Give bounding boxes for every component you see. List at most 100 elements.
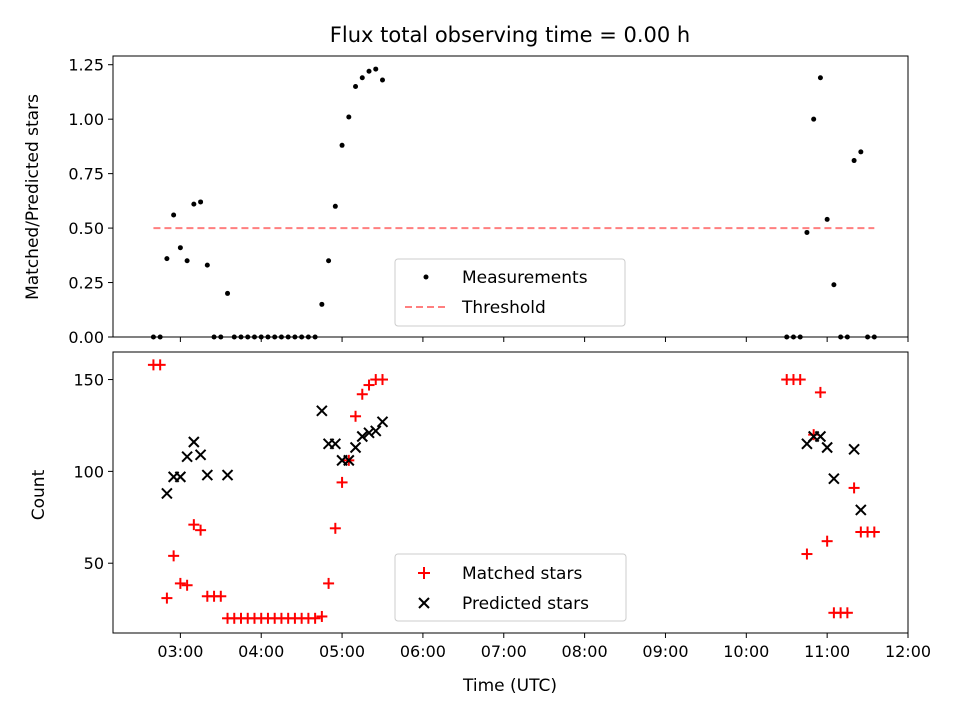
measurement-point bbox=[292, 334, 298, 340]
measurement-point bbox=[784, 334, 790, 340]
top-y-tick-label: 0.00 bbox=[68, 328, 104, 347]
measurement-point bbox=[790, 334, 796, 340]
top-y-tick-label: 1.25 bbox=[68, 56, 104, 75]
measurement-point bbox=[871, 334, 877, 340]
bottom-axes-frame bbox=[112, 351, 909, 634]
x-tick-label: 09:00 bbox=[642, 642, 688, 661]
matched-star-point bbox=[356, 388, 368, 400]
matched-star-point bbox=[188, 519, 200, 531]
measurement-point bbox=[811, 116, 817, 122]
predicted-star-point bbox=[329, 438, 342, 450]
measurement-point bbox=[312, 334, 318, 340]
x-tick-label: 05:00 bbox=[319, 642, 365, 661]
measurement-point bbox=[184, 258, 190, 264]
legend-label-matched: Matched stars bbox=[462, 564, 582, 584]
predicted-star-point bbox=[181, 450, 193, 463]
measurement-point bbox=[245, 334, 251, 340]
measurement-point bbox=[191, 201, 197, 207]
predicted-star-point bbox=[161, 487, 173, 500]
matched-star-point bbox=[154, 359, 166, 371]
top-panel: 0.00 0.25 0.50 0.75 1.00 1.25 bbox=[68, 55, 909, 347]
measurement-point bbox=[305, 334, 311, 340]
matched-star-point bbox=[174, 577, 186, 589]
predicted-star-point bbox=[201, 469, 214, 481]
measurement-point bbox=[177, 245, 183, 251]
measurement-point bbox=[225, 290, 231, 296]
predicted-star-point bbox=[174, 471, 187, 483]
measurement-point bbox=[164, 256, 170, 262]
legend-label-threshold: Threshold bbox=[461, 298, 546, 318]
matched-star-point bbox=[336, 476, 348, 488]
predicted-star-point bbox=[356, 430, 368, 443]
bottom-y-tick-label: 150 bbox=[73, 371, 104, 390]
predicted-star-point bbox=[363, 427, 375, 439]
legend-marker-predicted bbox=[418, 597, 430, 609]
matched-star-point bbox=[794, 374, 806, 386]
measurement-point bbox=[373, 66, 379, 72]
matched-star-point bbox=[848, 482, 860, 494]
predicted-star-point bbox=[821, 441, 833, 454]
top-y-tick-label: 0.75 bbox=[68, 165, 104, 184]
predicted-star-point bbox=[343, 454, 355, 467]
legend-marker-measurements bbox=[423, 274, 429, 280]
top-y-tick-label: 0.25 bbox=[68, 274, 104, 293]
predicted-star-point bbox=[814, 430, 827, 443]
x-tick-label: 11:00 bbox=[804, 642, 850, 661]
predicted-star-point bbox=[221, 469, 234, 481]
matched-star-point bbox=[168, 550, 180, 562]
measurement-point bbox=[865, 334, 871, 340]
top-legend-box bbox=[394, 258, 626, 327]
x-tick-label: 04:00 bbox=[238, 642, 284, 661]
predicted-star-point bbox=[376, 416, 389, 428]
matched-star-point bbox=[329, 522, 341, 534]
matched-star-point bbox=[195, 524, 207, 536]
matched-star-point bbox=[161, 592, 173, 604]
x-axis-label: Time (UTC) bbox=[462, 676, 557, 696]
x-tick-label: 07:00 bbox=[481, 642, 527, 661]
measurement-point bbox=[265, 334, 271, 340]
predicted-star-point bbox=[828, 473, 840, 485]
top-legend: Measurements Threshold bbox=[394, 258, 626, 327]
measurement-point bbox=[838, 334, 844, 340]
matched-star-point bbox=[376, 374, 388, 386]
measurement-point bbox=[817, 75, 823, 81]
measurement-point bbox=[211, 334, 217, 340]
measurement-point bbox=[332, 203, 338, 209]
measurement-point bbox=[797, 334, 803, 340]
x-tick-label: 10:00 bbox=[723, 642, 769, 661]
x-tick-label: 06:00 bbox=[400, 642, 446, 661]
x-tick-label: 03:00 bbox=[157, 642, 203, 661]
x-tick-label: 08:00 bbox=[562, 642, 608, 661]
matched-star-point bbox=[323, 577, 335, 589]
top-y-tick-label: 0.50 bbox=[68, 219, 104, 238]
measurement-point bbox=[238, 334, 244, 340]
measurement-point bbox=[251, 334, 257, 340]
matched-star-point bbox=[309, 612, 321, 624]
measurement-point bbox=[326, 258, 332, 264]
top-axes-frame bbox=[112, 55, 909, 338]
measurement-point bbox=[339, 142, 345, 148]
matched-star-point bbox=[350, 410, 362, 422]
measurement-point bbox=[804, 229, 810, 235]
legend-label-predicted: Predicted stars bbox=[462, 594, 589, 614]
bottom-y-tick-label: 100 bbox=[73, 462, 104, 481]
measurement-point bbox=[258, 334, 264, 340]
matched-star-point bbox=[868, 526, 880, 538]
matched-star-point bbox=[316, 610, 328, 622]
measurement-point bbox=[346, 114, 352, 120]
predicted-star-point bbox=[194, 449, 207, 461]
measurement-point bbox=[198, 199, 204, 205]
matched-star-point bbox=[814, 386, 826, 398]
legend-label-measurements: Measurements bbox=[462, 268, 588, 288]
bottom-legend-box bbox=[394, 553, 627, 622]
measurement-point bbox=[299, 334, 305, 340]
matched-star-point bbox=[841, 607, 853, 619]
top-y-tick-label: 1.00 bbox=[68, 110, 104, 129]
predicted-star-point bbox=[855, 504, 867, 516]
top-y-axis-label: Matched/Predicted stars bbox=[23, 94, 43, 300]
measurement-point bbox=[858, 149, 864, 155]
predicted-star-point bbox=[349, 441, 362, 454]
measurement-point bbox=[831, 282, 837, 288]
measurement-point bbox=[844, 334, 850, 340]
